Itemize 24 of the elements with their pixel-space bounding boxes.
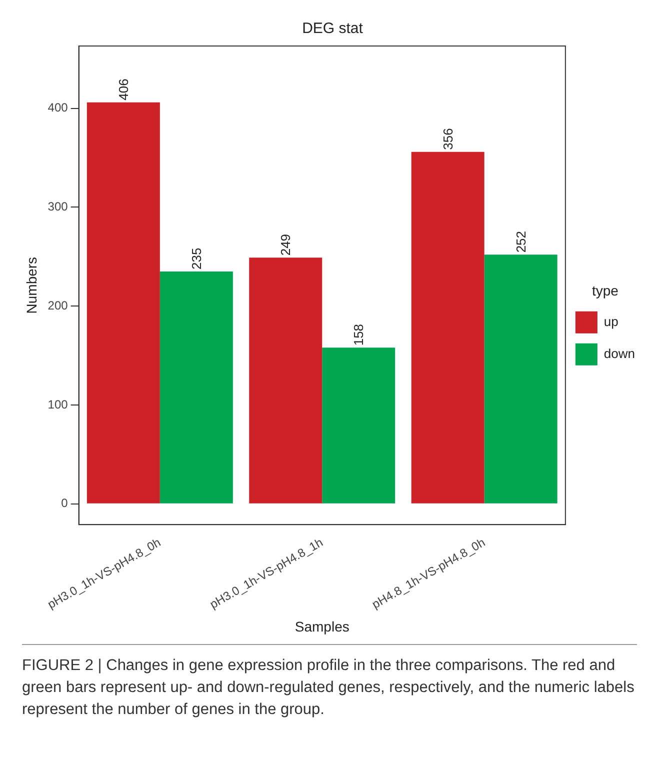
chart-title: DEG stat bbox=[302, 20, 364, 38]
data-label: 235 bbox=[188, 248, 204, 270]
bar bbox=[160, 271, 233, 504]
x-axis-title: Samples bbox=[294, 618, 350, 634]
data-label: 249 bbox=[278, 234, 294, 256]
y-tick-label: 100 bbox=[48, 397, 68, 412]
y-tick-label: 400 bbox=[48, 100, 68, 115]
bar bbox=[86, 102, 160, 504]
y-tick-label: 200 bbox=[48, 298, 68, 312]
y-axis-title: Numbers bbox=[23, 256, 40, 314]
data-label: 252 bbox=[513, 230, 528, 253]
data-label: 158 bbox=[351, 324, 366, 346]
y-tick-label: 300 bbox=[48, 200, 68, 214]
legend-label: down bbox=[604, 346, 635, 361]
bar bbox=[249, 258, 322, 504]
bar bbox=[411, 152, 484, 504]
caption: FIGURE 2 | Changes in gene expression profile in the three comparisons. The red and green bars represent up- and down-regulated genes, respectively, and the numeric labels represent the number of genes in the group. bbox=[22, 644, 637, 721]
data-label: 356 bbox=[440, 128, 456, 150]
data-label: 406 bbox=[116, 78, 132, 100]
legend-label: up bbox=[604, 314, 618, 329]
legend-title: type bbox=[592, 282, 619, 298]
y-tick-label: 0 bbox=[61, 496, 68, 510]
bar bbox=[484, 254, 558, 504]
bar bbox=[322, 348, 396, 504]
